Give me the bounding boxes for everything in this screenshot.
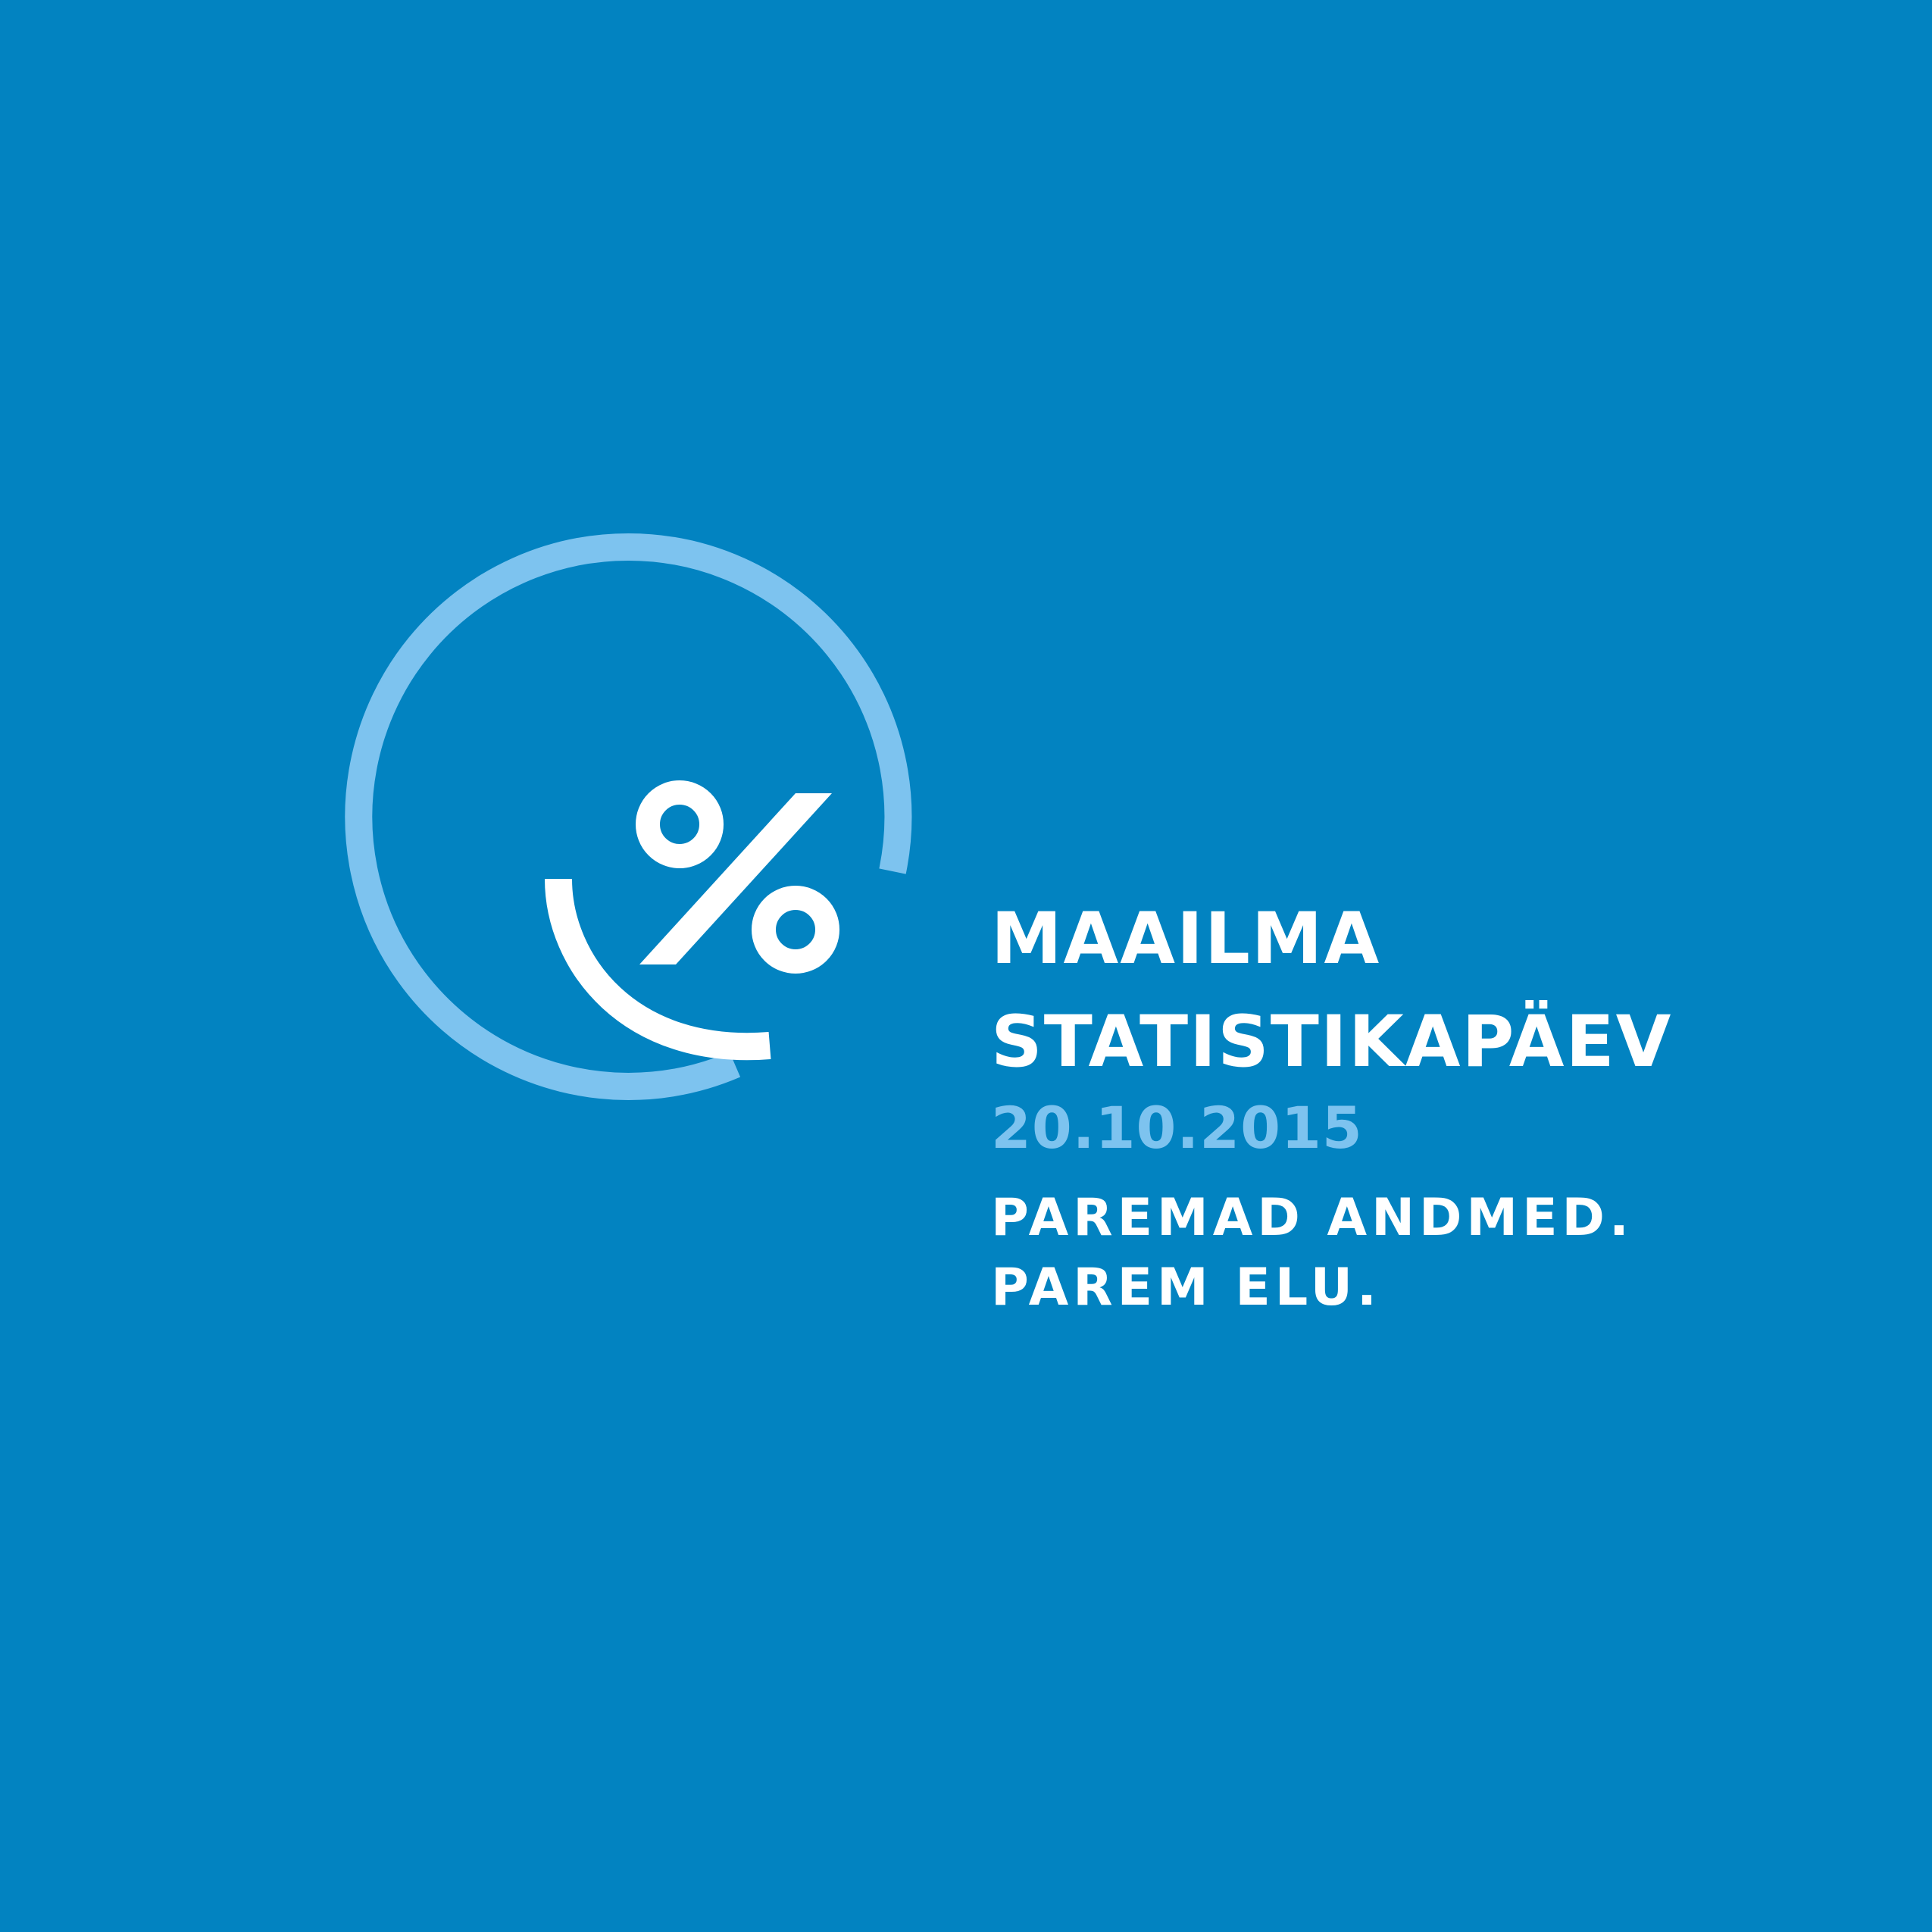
outer-ring-arc (345, 533, 912, 1100)
event-title-line2: STATISTIKAPÄEV (991, 1001, 1673, 1083)
percent-top-circle (636, 780, 724, 868)
slogan-line2: PAREM ELU. (991, 1258, 1381, 1318)
percent-slash (639, 793, 832, 964)
event-title-line1: MAAILMA (991, 898, 1381, 980)
event-text-block: MAAILMA STATISTIKAPÄEV 20.10.2015 PAREMA… (991, 888, 1824, 1323)
event-date: 20.10.2015 (991, 1094, 1363, 1161)
smile-curve (545, 878, 771, 1061)
percent-bottom-circle (752, 886, 839, 974)
slogan-line1: PAREMAD ANDMED. (991, 1188, 1633, 1248)
